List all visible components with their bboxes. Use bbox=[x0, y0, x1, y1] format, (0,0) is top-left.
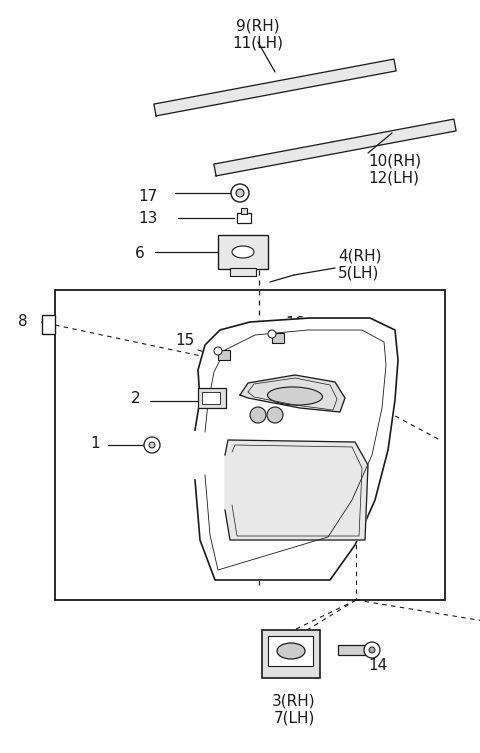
Bar bbox=[338, 645, 366, 655]
Text: 17: 17 bbox=[139, 188, 158, 203]
Bar bbox=[55, 290, 445, 600]
Polygon shape bbox=[195, 318, 398, 580]
Text: 1: 1 bbox=[90, 435, 100, 450]
Polygon shape bbox=[154, 59, 396, 116]
Text: 3(RH)
7(LH): 3(RH) 7(LH) bbox=[272, 693, 316, 725]
Bar bbox=[230, 268, 256, 276]
Text: 2: 2 bbox=[131, 391, 140, 406]
Circle shape bbox=[268, 330, 276, 338]
Text: 14: 14 bbox=[368, 659, 387, 673]
Polygon shape bbox=[214, 119, 456, 176]
Bar bbox=[272, 333, 284, 343]
Polygon shape bbox=[240, 375, 345, 412]
Bar bbox=[218, 235, 268, 269]
Ellipse shape bbox=[232, 246, 254, 258]
Bar bbox=[198, 388, 226, 408]
Bar bbox=[268, 636, 313, 666]
Bar bbox=[262, 630, 320, 678]
Circle shape bbox=[231, 184, 249, 202]
Text: 13: 13 bbox=[139, 211, 158, 225]
Circle shape bbox=[364, 642, 380, 658]
Circle shape bbox=[149, 442, 155, 448]
Polygon shape bbox=[225, 440, 368, 540]
Text: 16: 16 bbox=[285, 316, 304, 331]
Bar bbox=[241, 208, 247, 214]
Text: 15: 15 bbox=[176, 333, 195, 347]
Text: 4(RH)
5(LH): 4(RH) 5(LH) bbox=[338, 248, 382, 280]
Circle shape bbox=[267, 407, 283, 423]
Bar bbox=[237, 213, 251, 223]
Circle shape bbox=[214, 347, 222, 355]
Text: 8: 8 bbox=[18, 313, 28, 328]
Text: 9(RH)
11(LH): 9(RH) 11(LH) bbox=[232, 18, 284, 50]
Circle shape bbox=[144, 437, 160, 453]
Text: 10(RH)
12(LH): 10(RH) 12(LH) bbox=[368, 153, 421, 185]
Circle shape bbox=[250, 407, 266, 423]
Text: 6: 6 bbox=[135, 245, 145, 261]
Ellipse shape bbox=[267, 387, 323, 405]
Circle shape bbox=[369, 647, 375, 653]
Bar bbox=[218, 350, 230, 360]
Ellipse shape bbox=[277, 643, 305, 659]
Circle shape bbox=[236, 189, 244, 197]
Bar bbox=[202, 392, 220, 404]
Bar bbox=[42, 315, 55, 334]
